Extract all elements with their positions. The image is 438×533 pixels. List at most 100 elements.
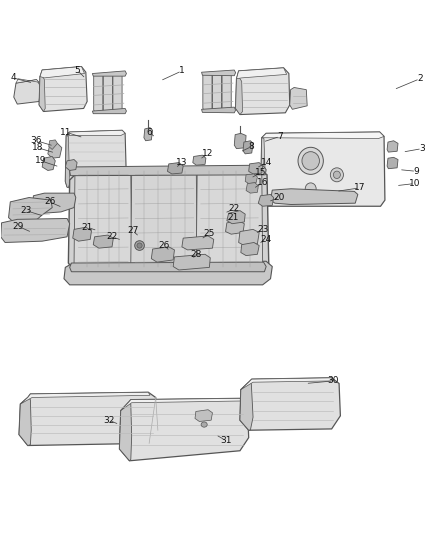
Polygon shape xyxy=(32,193,76,213)
Polygon shape xyxy=(236,68,290,115)
Polygon shape xyxy=(92,71,127,76)
Ellipse shape xyxy=(201,422,207,427)
Text: 9: 9 xyxy=(413,167,419,176)
Polygon shape xyxy=(131,171,197,268)
Polygon shape xyxy=(144,128,152,141)
Text: 26: 26 xyxy=(44,197,55,206)
Polygon shape xyxy=(1,219,70,243)
Text: 27: 27 xyxy=(127,226,138,235)
Polygon shape xyxy=(249,163,263,174)
Text: 11: 11 xyxy=(60,127,71,136)
Polygon shape xyxy=(40,67,85,78)
Polygon shape xyxy=(48,143,62,158)
Text: 21: 21 xyxy=(81,223,93,232)
Polygon shape xyxy=(70,262,266,272)
Polygon shape xyxy=(387,157,398,169)
Polygon shape xyxy=(73,227,92,241)
Text: 20: 20 xyxy=(274,193,285,202)
Text: 28: 28 xyxy=(191,250,202,259)
Text: 16: 16 xyxy=(257,178,268,187)
Polygon shape xyxy=(64,261,272,285)
Polygon shape xyxy=(42,157,55,171)
Text: 7: 7 xyxy=(277,132,283,141)
Polygon shape xyxy=(39,67,87,111)
Text: 8: 8 xyxy=(249,142,254,151)
Ellipse shape xyxy=(333,171,340,179)
Ellipse shape xyxy=(305,183,316,195)
Polygon shape xyxy=(240,378,340,430)
Polygon shape xyxy=(196,169,263,268)
Text: 22: 22 xyxy=(229,204,240,213)
Polygon shape xyxy=(234,133,246,149)
Text: 36: 36 xyxy=(31,136,42,146)
Polygon shape xyxy=(222,72,231,111)
Polygon shape xyxy=(195,410,212,422)
Polygon shape xyxy=(245,174,258,183)
Text: 12: 12 xyxy=(202,149,214,158)
Text: 18: 18 xyxy=(32,143,43,152)
Text: 1: 1 xyxy=(179,67,185,75)
Polygon shape xyxy=(113,74,122,113)
Polygon shape xyxy=(387,141,398,152)
Polygon shape xyxy=(66,130,125,135)
Polygon shape xyxy=(68,169,269,271)
Polygon shape xyxy=(92,108,127,114)
Text: 19: 19 xyxy=(35,156,46,165)
Polygon shape xyxy=(65,135,70,188)
Polygon shape xyxy=(262,132,384,139)
Polygon shape xyxy=(14,79,41,104)
Polygon shape xyxy=(227,211,245,224)
Polygon shape xyxy=(49,140,57,149)
Polygon shape xyxy=(212,72,222,111)
Polygon shape xyxy=(261,132,385,206)
Polygon shape xyxy=(241,243,259,256)
Polygon shape xyxy=(182,236,214,250)
Text: 6: 6 xyxy=(146,127,152,136)
Polygon shape xyxy=(193,155,206,165)
Text: 15: 15 xyxy=(255,168,266,177)
Polygon shape xyxy=(19,392,158,446)
Polygon shape xyxy=(201,70,236,76)
Polygon shape xyxy=(258,195,274,206)
Text: 25: 25 xyxy=(204,229,215,238)
Polygon shape xyxy=(9,198,52,227)
Polygon shape xyxy=(226,221,244,234)
Polygon shape xyxy=(19,398,31,446)
Polygon shape xyxy=(173,254,210,270)
Text: 21: 21 xyxy=(227,213,239,222)
Text: 32: 32 xyxy=(103,416,115,425)
Text: 5: 5 xyxy=(74,66,80,75)
Text: 14: 14 xyxy=(261,158,272,167)
Text: 26: 26 xyxy=(159,241,170,250)
Polygon shape xyxy=(261,138,266,207)
Polygon shape xyxy=(70,165,266,176)
Ellipse shape xyxy=(135,241,145,251)
Text: 13: 13 xyxy=(176,158,187,167)
Polygon shape xyxy=(203,72,212,111)
Polygon shape xyxy=(120,398,249,461)
Polygon shape xyxy=(94,74,103,113)
Polygon shape xyxy=(93,235,113,248)
Text: 31: 31 xyxy=(220,436,231,445)
Text: 22: 22 xyxy=(106,232,118,241)
Polygon shape xyxy=(120,403,132,461)
Ellipse shape xyxy=(298,147,323,174)
Polygon shape xyxy=(167,163,183,174)
Polygon shape xyxy=(103,74,113,113)
Polygon shape xyxy=(290,87,307,109)
Text: 3: 3 xyxy=(419,144,425,153)
Text: 17: 17 xyxy=(354,183,365,192)
Text: 23: 23 xyxy=(20,206,32,215)
Text: 24: 24 xyxy=(261,235,272,244)
Polygon shape xyxy=(240,382,253,430)
Text: 23: 23 xyxy=(257,225,268,234)
Polygon shape xyxy=(246,183,258,193)
Polygon shape xyxy=(65,130,127,187)
Text: 2: 2 xyxy=(417,74,423,83)
Polygon shape xyxy=(243,141,253,154)
Polygon shape xyxy=(74,172,132,269)
Polygon shape xyxy=(121,398,242,410)
Text: 29: 29 xyxy=(12,222,24,231)
Polygon shape xyxy=(271,189,358,205)
Polygon shape xyxy=(239,229,259,246)
